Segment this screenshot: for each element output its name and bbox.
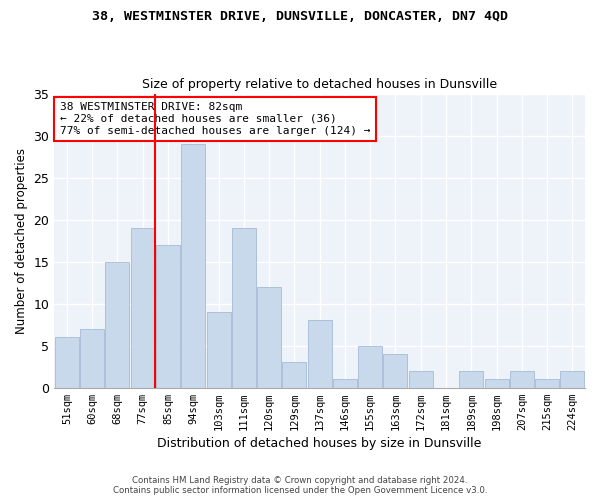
Bar <box>55 338 79 388</box>
Bar <box>106 262 130 388</box>
Bar <box>156 245 180 388</box>
Text: 38 WESTMINSTER DRIVE: 82sqm
← 22% of detached houses are smaller (36)
77% of sem: 38 WESTMINSTER DRIVE: 82sqm ← 22% of det… <box>59 102 370 136</box>
Bar <box>206 312 230 388</box>
Y-axis label: Number of detached properties: Number of detached properties <box>15 148 28 334</box>
Text: Contains HM Land Registry data © Crown copyright and database right 2024.
Contai: Contains HM Land Registry data © Crown c… <box>113 476 487 495</box>
Bar <box>131 228 155 388</box>
Bar <box>560 371 584 388</box>
Bar <box>257 287 281 388</box>
Bar <box>485 380 509 388</box>
Bar <box>409 371 433 388</box>
Bar <box>80 329 104 388</box>
Bar <box>181 144 205 388</box>
Bar <box>358 346 382 388</box>
Bar <box>510 371 534 388</box>
Bar <box>459 371 483 388</box>
Text: 38, WESTMINSTER DRIVE, DUNSVILLE, DONCASTER, DN7 4QD: 38, WESTMINSTER DRIVE, DUNSVILLE, DONCAS… <box>92 10 508 23</box>
Bar <box>283 362 307 388</box>
Bar <box>308 320 332 388</box>
Bar <box>232 228 256 388</box>
Bar <box>383 354 407 388</box>
X-axis label: Distribution of detached houses by size in Dunsville: Distribution of detached houses by size … <box>157 437 482 450</box>
Title: Size of property relative to detached houses in Dunsville: Size of property relative to detached ho… <box>142 78 497 91</box>
Bar <box>535 380 559 388</box>
Bar <box>333 380 357 388</box>
